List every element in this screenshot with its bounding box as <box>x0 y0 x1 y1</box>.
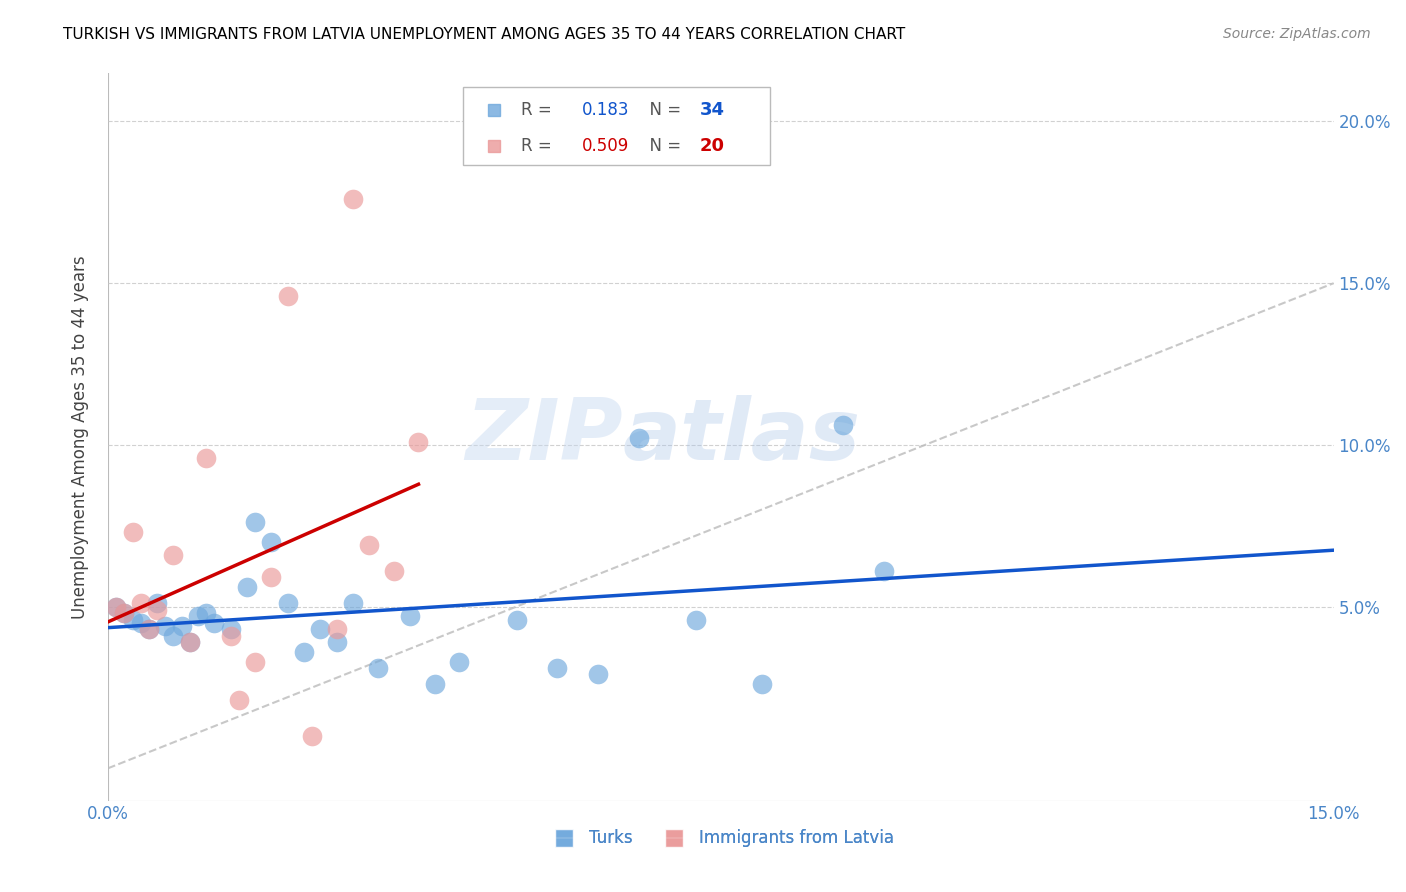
Point <box>121 525 143 540</box>
Point <box>628 431 651 445</box>
Point <box>423 677 446 691</box>
Point <box>219 622 242 636</box>
Text: atlas: atlas <box>623 395 860 478</box>
Point <box>342 192 364 206</box>
Text: R =: R = <box>522 137 557 155</box>
Point <box>367 661 389 675</box>
Point <box>399 609 422 624</box>
Point <box>105 599 128 614</box>
Point <box>326 635 349 649</box>
Point <box>408 434 430 449</box>
Point <box>138 622 160 636</box>
Point <box>195 606 218 620</box>
Point <box>179 635 201 649</box>
FancyBboxPatch shape <box>464 87 770 165</box>
Point <box>292 645 315 659</box>
Point <box>138 622 160 636</box>
Point <box>301 729 323 743</box>
Point <box>243 516 266 530</box>
Point <box>342 596 364 610</box>
Point <box>243 655 266 669</box>
Point <box>170 619 193 633</box>
Y-axis label: Unemployment Among Ages 35 to 44 years: Unemployment Among Ages 35 to 44 years <box>72 255 89 619</box>
Point <box>195 450 218 465</box>
Point <box>685 613 707 627</box>
Point <box>309 622 332 636</box>
Text: N =: N = <box>638 102 686 120</box>
Point <box>382 564 405 578</box>
Point <box>277 289 299 303</box>
Point <box>359 538 381 552</box>
Point <box>236 580 259 594</box>
Point <box>146 603 169 617</box>
Legend: Turks, Immigrants from Latvia: Turks, Immigrants from Latvia <box>541 822 901 855</box>
Point <box>873 564 896 578</box>
Text: N =: N = <box>638 137 686 155</box>
Point <box>112 606 135 620</box>
Point <box>449 655 471 669</box>
Text: TURKISH VS IMMIGRANTS FROM LATVIA UNEMPLOYMENT AMONG AGES 35 TO 44 YEARS CORRELA: TURKISH VS IMMIGRANTS FROM LATVIA UNEMPL… <box>63 27 905 42</box>
Point <box>219 629 242 643</box>
Point <box>546 661 568 675</box>
Point <box>153 619 176 633</box>
Text: 0.509: 0.509 <box>582 137 630 155</box>
Point <box>202 615 225 630</box>
Text: ZIP: ZIP <box>465 395 623 478</box>
Point <box>129 596 152 610</box>
Point <box>146 596 169 610</box>
Text: Source: ZipAtlas.com: Source: ZipAtlas.com <box>1223 27 1371 41</box>
Point <box>162 629 184 643</box>
Point <box>162 548 184 562</box>
Point <box>832 418 855 433</box>
Text: R =: R = <box>522 102 557 120</box>
Point <box>505 613 527 627</box>
Text: 20: 20 <box>700 137 725 155</box>
Point <box>112 606 135 620</box>
Point <box>179 635 201 649</box>
Point <box>326 622 349 636</box>
Point <box>105 599 128 614</box>
Point <box>129 615 152 630</box>
Point <box>228 693 250 707</box>
Point <box>260 535 283 549</box>
Text: 0.183: 0.183 <box>582 102 630 120</box>
Point <box>260 570 283 584</box>
Point <box>121 613 143 627</box>
Point <box>277 596 299 610</box>
Point <box>751 677 773 691</box>
Point <box>187 609 209 624</box>
Text: 34: 34 <box>700 102 725 120</box>
Point <box>586 667 609 681</box>
